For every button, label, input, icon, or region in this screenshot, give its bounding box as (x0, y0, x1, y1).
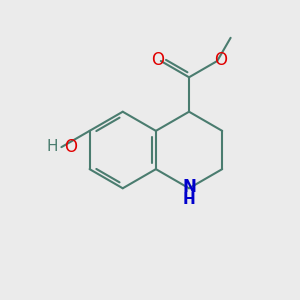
Text: O: O (214, 50, 227, 68)
Text: H: H (183, 192, 195, 207)
Text: O: O (64, 137, 77, 155)
Text: O: O (151, 50, 164, 68)
Text: N: N (182, 178, 196, 196)
Text: H: H (47, 139, 58, 154)
